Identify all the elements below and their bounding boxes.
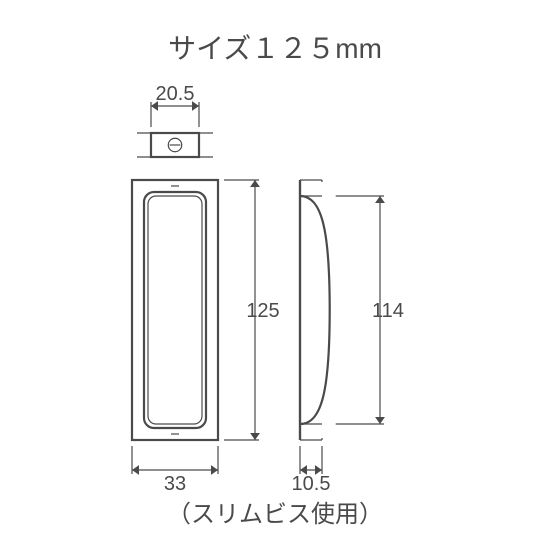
dim-bottom-width-main: 33 [164,473,186,495]
side-view-profile [300,180,330,440]
dim-bottom-width-side: 10.5 [292,473,331,495]
footer-note: （スリムビス使用） [167,501,383,528]
front-view-inner2 [148,196,202,424]
page-title: サイズ１２５mm [168,33,382,64]
dim-height-main: 125 [246,300,279,322]
dim-height-side: 114 [372,300,404,322]
front-view-inner [144,192,206,428]
dim-top-width: 20.5 [156,83,195,105]
